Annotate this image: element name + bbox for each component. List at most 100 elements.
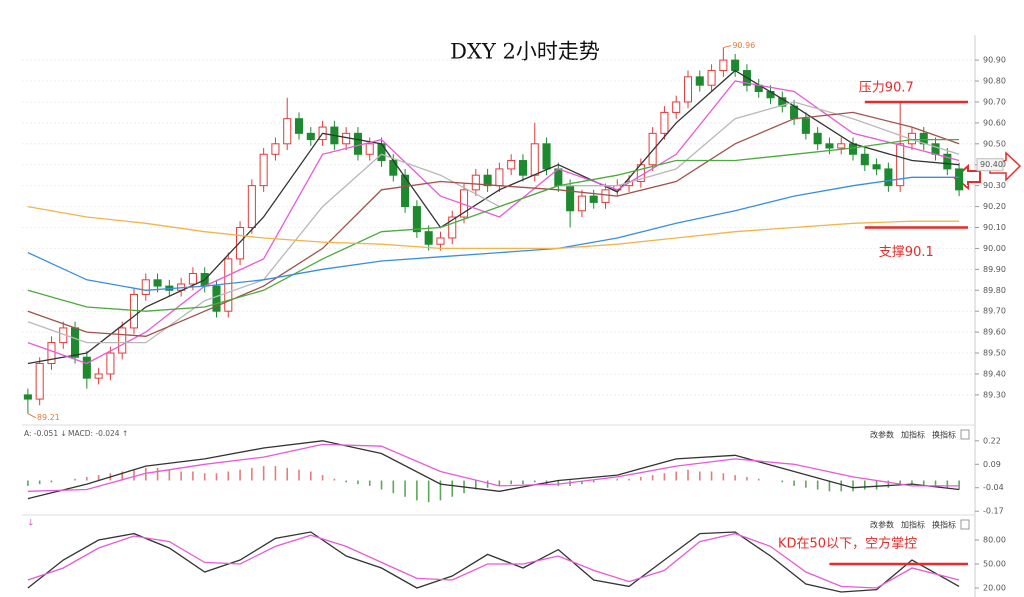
candle-body: [271, 143, 280, 155]
candle-body: [259, 153, 268, 187]
candle-body: [660, 111, 669, 134]
candle-body: [683, 76, 693, 103]
close-box[interactable]: [960, 429, 970, 440]
candle-body: [141, 279, 150, 295]
candle-body: [518, 160, 528, 176]
candle-body: [106, 352, 115, 375]
candle-body: [23, 394, 32, 400]
candle-body: [424, 231, 433, 245]
candle-body: [955, 168, 964, 191]
panel-button[interactable]: 改参数: [870, 430, 894, 440]
candle-body: [507, 160, 516, 170]
y-tick-label: 80.00: [983, 536, 1006, 545]
candle-body: [860, 153, 869, 166]
candle-body: [436, 237, 445, 245]
candle-body: [483, 174, 492, 187]
candle-body: [353, 132, 362, 155]
candle-body: [601, 189, 610, 203]
candle-body: [837, 143, 846, 149]
panel-button[interactable]: 换指标: [932, 430, 956, 440]
indicator-line: [27, 531, 960, 593]
y-tick-label: 90.30: [983, 181, 1006, 190]
indicator-line: [27, 138, 960, 312]
candle-body: [813, 132, 822, 145]
y-tick-label: 90.10: [983, 223, 1006, 232]
candle-body: [707, 70, 716, 86]
candle-body: [118, 327, 127, 354]
candle-body: [283, 118, 292, 145]
candle-body: [648, 132, 657, 166]
candle-body: [401, 174, 410, 208]
candle-body: [153, 279, 162, 287]
max-label: 90.96: [732, 41, 755, 50]
panel-button[interactable]: 加指标: [901, 430, 925, 440]
candle-body: [365, 143, 374, 155]
candle-body: [247, 185, 256, 228]
indicator-line: [27, 532, 960, 589]
candle-body: [884, 168, 893, 187]
y-tick-label: 90.70: [983, 97, 1006, 106]
candle-body: [82, 356, 91, 379]
y-tick-label: 89.70: [983, 307, 1006, 316]
candle-body: [530, 143, 539, 176]
candle-body: [848, 143, 858, 155]
candle-body: [872, 164, 881, 170]
candle-body: [695, 76, 704, 86]
indicator-line: [27, 69, 960, 365]
y-tick-label: 89.30: [983, 390, 1006, 399]
indicator-value: MACD: -0.024 ↑: [68, 429, 128, 438]
y-tick-label: 89.60: [983, 328, 1006, 337]
y-tick-label: -0.17: [983, 507, 1004, 516]
candle-body: [495, 168, 504, 187]
candle-body: [731, 59, 740, 72]
y-tick-label: 0.09: [983, 460, 1001, 469]
candle-body: [801, 118, 810, 134]
kd-annotation: KD在50以下，空方掌控: [778, 536, 917, 552]
indicator-line: [27, 440, 960, 500]
resistance-label: 压力90.7: [859, 80, 914, 95]
indicator-value: A: -0.051 ↓: [24, 429, 67, 438]
min-marker: [27, 413, 37, 419]
y-tick-label: 90.20: [983, 202, 1006, 211]
indicator-line: [27, 205, 960, 250]
panel-button[interactable]: 改参数: [870, 520, 894, 530]
candle-body: [943, 153, 952, 170]
y-tick-label: 50.00: [983, 560, 1006, 569]
candle-body: [236, 227, 245, 260]
candle-body: [129, 293, 139, 329]
candle-body: [94, 373, 103, 379]
candle-body: [542, 143, 551, 170]
candle-body: [672, 101, 681, 113]
close-box[interactable]: [960, 519, 970, 530]
y-tick-label: 0.22: [983, 436, 1001, 445]
candle-body: [825, 143, 834, 149]
candle-body: [71, 327, 80, 358]
candle-body: [47, 342, 56, 365]
candle-body: [448, 216, 457, 239]
candle-body: [306, 132, 315, 141]
y-tick-label: 89.90: [983, 265, 1006, 274]
last-price-tag: [976, 158, 1004, 172]
indicator-line: [27, 111, 960, 337]
y-tick-label: -0.04: [983, 483, 1004, 492]
panel-button[interactable]: 换指标: [932, 520, 956, 530]
y-tick-label: 89.40: [983, 369, 1006, 378]
candle-body: [778, 97, 787, 107]
panel-marker: ↓: [27, 519, 35, 529]
candle-body: [389, 160, 398, 176]
panel-button[interactable]: 加指标: [901, 520, 925, 530]
last-price-label: 90.40: [980, 160, 1003, 169]
candle-body: [212, 285, 221, 312]
candle-body: [471, 174, 480, 191]
candle-body: [896, 143, 905, 187]
indicator-line: [27, 80, 960, 365]
min-label: 89.21: [37, 413, 60, 422]
chart-title: DXY 2小时走势: [450, 40, 600, 64]
y-tick-label: 20.00: [983, 584, 1006, 593]
candle-body: [589, 195, 598, 203]
y-tick-label: 90.60: [983, 118, 1006, 127]
max-marker: [723, 45, 732, 49]
candle-body: [931, 143, 940, 155]
candle-body: [566, 185, 575, 212]
